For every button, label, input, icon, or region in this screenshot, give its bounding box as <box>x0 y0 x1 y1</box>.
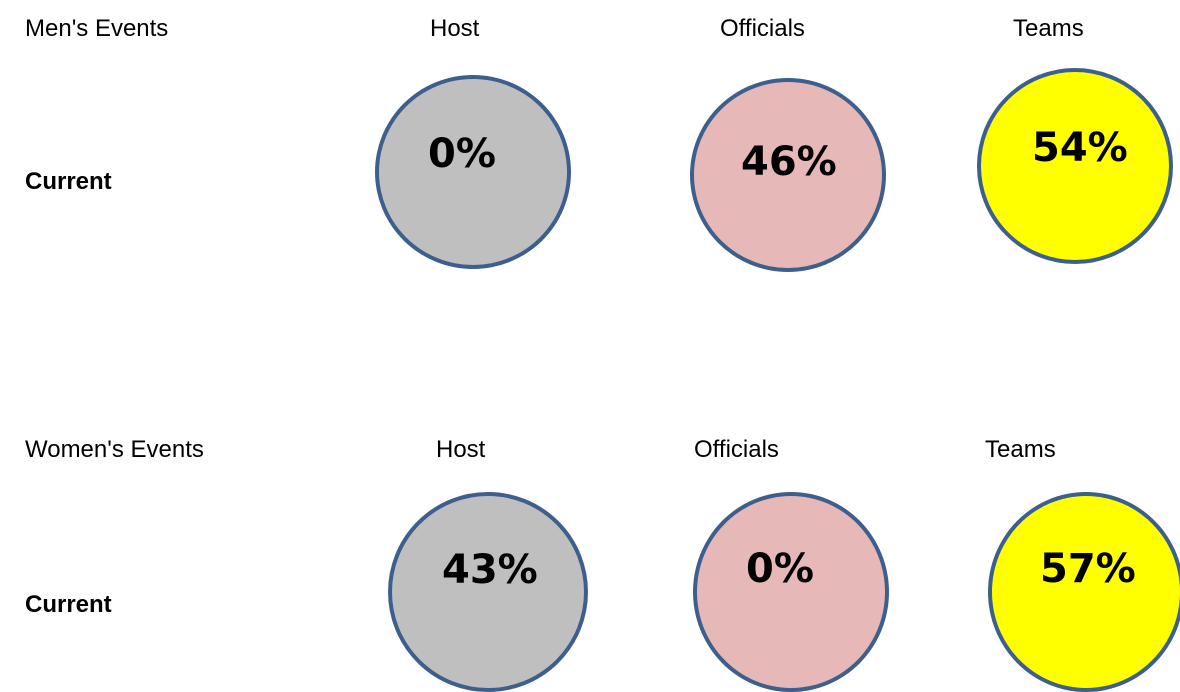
men-header-teams: Teams <box>1013 15 1084 42</box>
women-host-value: 43% <box>442 547 538 593</box>
women-teams-circle <box>988 492 1180 692</box>
women-header-teams: Teams <box>985 436 1056 463</box>
men-header-host: Host <box>430 15 480 42</box>
women-officials-value: 0% <box>746 546 814 592</box>
women-header-host: Host <box>436 436 486 463</box>
women-host-circle <box>388 492 588 692</box>
men-host-circle <box>375 75 571 269</box>
women-row-label: Current <box>25 591 112 618</box>
women-header-officials: Officials <box>694 436 779 463</box>
men-teams-circle <box>977 68 1173 264</box>
men-officials-circle <box>690 78 886 272</box>
men-host-value: 0% <box>428 131 496 177</box>
men-row-label: Current <box>25 168 112 195</box>
men-teams-value: 54% <box>1032 125 1128 171</box>
women-section-title: Women's Events <box>25 436 204 463</box>
men-officials-value: 46% <box>741 139 837 185</box>
men-header-officials: Officials <box>720 15 805 42</box>
women-teams-value: 57% <box>1040 546 1136 592</box>
men-section-title: Men's Events <box>25 15 169 42</box>
